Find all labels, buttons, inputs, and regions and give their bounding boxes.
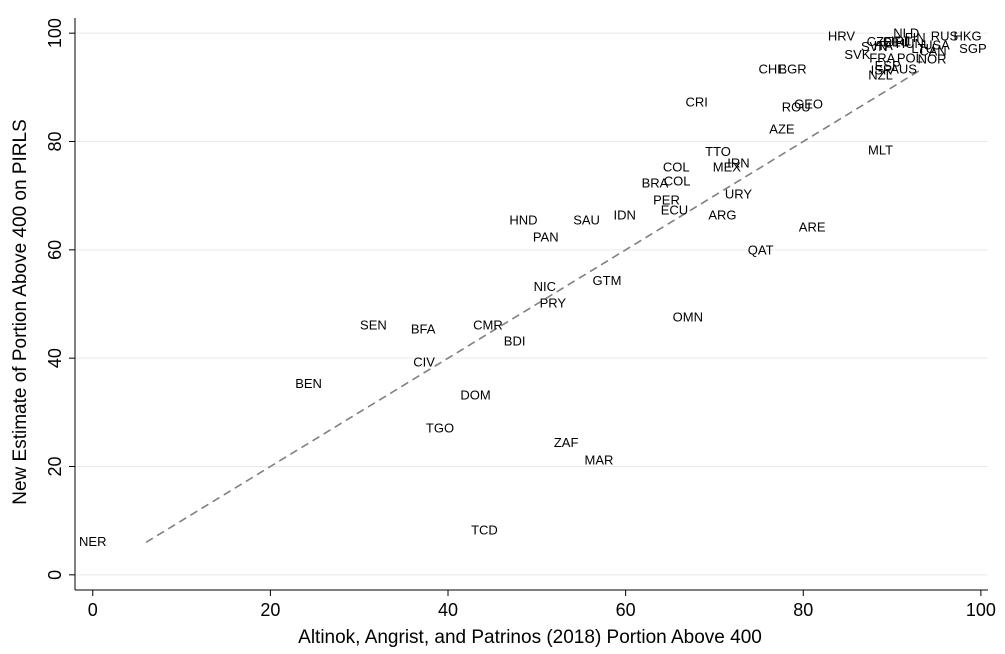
point-label: BDI — [504, 333, 526, 348]
point-label: AUS — [890, 61, 917, 76]
y-axis-title: New Estimate of Portion Above 400 on PIR… — [10, 119, 31, 505]
point-label: ARE — [799, 220, 826, 235]
point-label: HRV — [828, 28, 856, 43]
y-tick-label: 60 — [45, 240, 65, 260]
x-axis-title: Altinok, Angrist, and Patrinos (2018) Po… — [298, 627, 762, 648]
point-label: IRN — [727, 156, 749, 171]
point-label: COL — [664, 174, 691, 189]
point-label: MEX — [713, 159, 742, 174]
point-label: PER — [653, 193, 680, 208]
point-label: ARG — [708, 208, 736, 223]
x-tick-label: 40 — [438, 600, 458, 620]
y-tick-label: 40 — [45, 348, 65, 368]
point-label: CRI — [685, 94, 707, 109]
point-label: ESP — [875, 58, 901, 73]
point-label: TGO — [426, 421, 454, 436]
point-label: SVK — [844, 47, 870, 62]
point-label: ISR — [871, 63, 893, 78]
point-label: BGR — [779, 61, 807, 76]
point-label: BRA — [642, 176, 669, 191]
point-label: ITA — [874, 38, 894, 53]
point-label: NLD — [893, 26, 919, 41]
point-label: AZE — [769, 122, 795, 137]
point-label: COL — [663, 159, 690, 174]
point-label: SGP — [959, 41, 986, 56]
point-label: GEO — [794, 97, 823, 112]
point-label: USA — [923, 38, 950, 53]
point-label: NOR — [918, 52, 947, 67]
point-label: CAN — [919, 44, 946, 59]
point-label: URY — [725, 187, 753, 202]
point-label: GTM — [593, 273, 622, 288]
point-label: BEN — [295, 376, 322, 391]
point-label: OMN — [673, 310, 703, 325]
point-label: TCD — [471, 522, 498, 537]
point-label: LTU — [911, 41, 935, 56]
point-label: NIC — [534, 279, 556, 294]
point-label: HKG — [953, 28, 981, 43]
point-label: CIV — [413, 354, 435, 369]
point-label: ECU — [661, 202, 688, 217]
point-label: HND — [509, 213, 537, 228]
point-label: PRY — [540, 295, 567, 310]
point-label: BFA — [411, 321, 436, 336]
y-tick-label: 80 — [45, 131, 65, 151]
point-label: CZE — [867, 34, 893, 49]
point-label: SEN — [360, 318, 387, 333]
x-tick-label: 100 — [966, 600, 996, 620]
point-label: MAR — [585, 453, 614, 468]
x-tick-label: 0 — [88, 600, 98, 620]
point-label: RUS — [931, 28, 959, 43]
x-tick-label: 20 — [260, 600, 280, 620]
point-label: NZL — [868, 67, 893, 82]
point-label: CMR — [473, 318, 503, 333]
point-label: PAN — [533, 229, 559, 244]
point-label: SVN — [861, 39, 888, 54]
point-label: HUN — [896, 36, 924, 51]
point-label: ROU — [782, 99, 811, 114]
y-tick-label: 20 — [45, 456, 65, 476]
x-tick-label: 80 — [793, 600, 813, 620]
y-tick-label: 100 — [45, 18, 65, 48]
point-label: DOM — [460, 388, 490, 403]
point-label: DEU — [883, 34, 910, 49]
point-label: FRA — [869, 51, 895, 66]
point-label: IRL — [891, 33, 911, 48]
point-label: FIN — [905, 30, 926, 45]
reference-line — [145, 70, 920, 544]
point-label: ZAF — [554, 435, 579, 450]
point-label: IDN — [614, 208, 636, 223]
point-label: QAT — [748, 242, 774, 257]
point-label: SAU — [573, 213, 600, 228]
point-label: MLT — [868, 143, 893, 158]
point-label: CHE — [758, 61, 786, 76]
point-label: POL — [897, 51, 923, 66]
y-tick-label: 0 — [45, 570, 65, 580]
x-tick-label: 60 — [616, 600, 636, 620]
point-label: NER — [79, 534, 106, 549]
point-label: TTO — [705, 144, 731, 159]
